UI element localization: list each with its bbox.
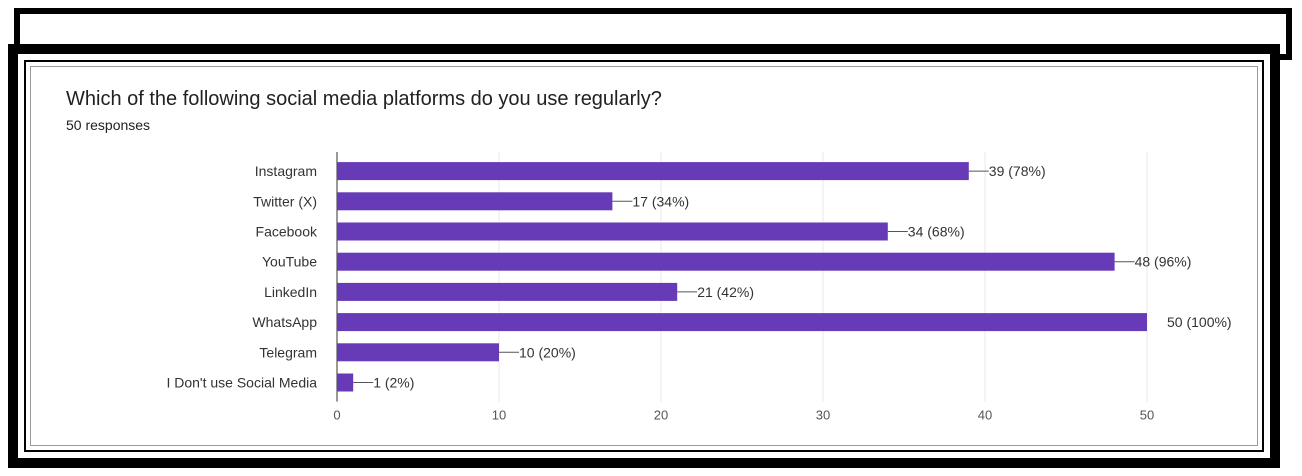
data-label: 1 (2%) xyxy=(373,375,414,391)
data-label: 10 (20%) xyxy=(519,344,576,360)
bar xyxy=(337,343,499,362)
category-label: LinkedIn xyxy=(264,284,317,300)
bar xyxy=(337,252,1115,271)
category-label: Telegram xyxy=(259,344,317,360)
x-tick-label: 40 xyxy=(978,408,992,423)
x-tick-label: 50 xyxy=(1140,408,1154,423)
category-label: WhatsApp xyxy=(252,314,317,330)
data-label: 21 (42%) xyxy=(697,284,754,300)
category-label: Twitter (X) xyxy=(253,193,317,209)
x-tick-label: 0 xyxy=(333,408,340,423)
category-label: Instagram xyxy=(255,163,317,179)
bar xyxy=(337,282,678,301)
x-tick-label: 30 xyxy=(816,408,830,423)
card-inner-border-2 xyxy=(30,66,1258,446)
data-label: 48 (96%) xyxy=(1135,254,1192,270)
response-count: 50 responses xyxy=(66,117,151,133)
category-label: I Don't use Social Media xyxy=(166,375,317,391)
data-label: 50 (100%) xyxy=(1167,314,1232,330)
category-label: YouTube xyxy=(262,254,317,270)
data-label: 39 (78%) xyxy=(989,163,1046,179)
category-label: Facebook xyxy=(256,224,318,240)
card-inner-border xyxy=(24,60,1264,452)
bar xyxy=(337,373,354,392)
bar xyxy=(337,313,1147,332)
data-label: 34 (68%) xyxy=(908,224,965,240)
bar xyxy=(337,222,888,241)
x-tick-label: 10 xyxy=(492,408,506,423)
chart-title: Which of the following social media plat… xyxy=(66,88,662,110)
bar xyxy=(337,162,969,181)
data-label: 17 (34%) xyxy=(632,193,689,209)
x-tick-label: 20 xyxy=(654,408,668,423)
bar xyxy=(337,192,613,211)
